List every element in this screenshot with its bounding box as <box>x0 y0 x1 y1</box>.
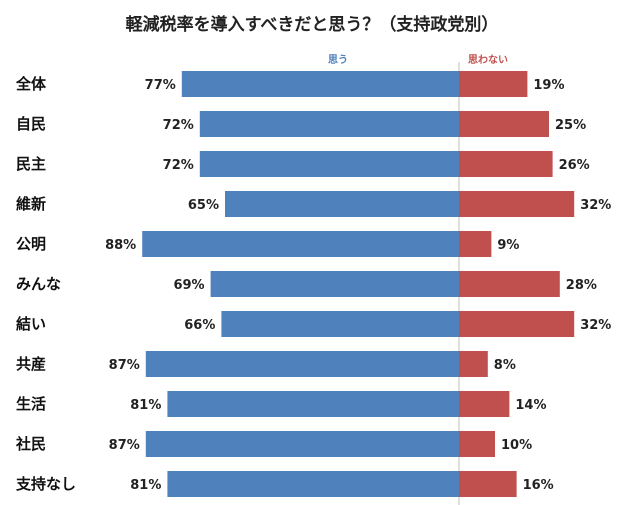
bar-no <box>459 311 575 337</box>
category-label: 維新 <box>16 195 46 213</box>
data-label-yes: 65% <box>188 198 219 213</box>
bar-yes <box>145 431 460 457</box>
data-label-yes: 72% <box>163 158 194 173</box>
data-label-yes: 66% <box>184 318 215 333</box>
bar-yes <box>167 391 459 417</box>
bar-yes <box>199 151 460 177</box>
category-label: 生活 <box>16 395 46 413</box>
category-label: 公明 <box>16 235 46 253</box>
bar-yes <box>221 311 459 337</box>
bar-yes <box>181 71 460 97</box>
bar-yes <box>167 471 459 497</box>
data-label-no: 19% <box>533 78 564 93</box>
data-label-no: 32% <box>580 198 611 213</box>
category-label: みんな <box>16 275 61 293</box>
data-label-no: 32% <box>580 318 611 333</box>
bar-no <box>459 391 510 417</box>
data-label-no: 9% <box>497 238 519 253</box>
legend-series-yes: 思う <box>328 54 348 66</box>
bar-no <box>459 191 575 217</box>
bar-no <box>459 471 517 497</box>
data-label-yes: 81% <box>130 398 161 413</box>
bar-no <box>459 271 560 297</box>
data-label-yes: 87% <box>109 358 140 373</box>
data-label-no: 28% <box>566 278 597 293</box>
category-label: 民主 <box>16 155 46 173</box>
data-label-no: 10% <box>501 438 532 453</box>
data-label-yes: 69% <box>173 278 204 293</box>
data-label-no: 26% <box>559 158 590 173</box>
bars-group: 全体 77% 19% 自民 72% 25% 民主 72% 26% 維新 65% 32% 公明 88% 9% み… <box>15 71 611 497</box>
category-label: 結い <box>16 315 46 333</box>
category-label: 支持なし <box>15 475 76 493</box>
category-label: 自民 <box>16 115 46 133</box>
data-label-yes: 72% <box>163 118 194 133</box>
data-label-yes: 88% <box>105 238 136 253</box>
data-label-yes: 87% <box>109 438 140 453</box>
bar-yes <box>142 231 459 257</box>
bar-yes <box>225 191 459 217</box>
bar-no <box>459 71 528 97</box>
chart-title: 軽減税率を導入すべきだと思う？（支持政党別） <box>126 14 499 35</box>
data-label-no: 16% <box>523 478 554 493</box>
bar-no <box>459 111 549 137</box>
data-label-yes: 77% <box>145 78 176 93</box>
category-label: 社民 <box>15 435 46 453</box>
data-label-no: 14% <box>515 398 546 413</box>
data-label-no: 25% <box>555 118 586 133</box>
data-label-no: 8% <box>494 358 516 373</box>
category-label: 全体 <box>15 75 47 93</box>
legend-series-no: 思わない <box>468 54 508 66</box>
bar-yes <box>145 351 460 377</box>
bar-no <box>459 431 495 457</box>
bar-no <box>459 151 553 177</box>
category-label: 共産 <box>16 355 46 373</box>
data-label-yes: 81% <box>130 478 161 493</box>
bar-yes <box>199 111 460 137</box>
bar-no <box>459 231 492 257</box>
bar-yes <box>210 271 459 297</box>
bar-no <box>459 351 488 377</box>
